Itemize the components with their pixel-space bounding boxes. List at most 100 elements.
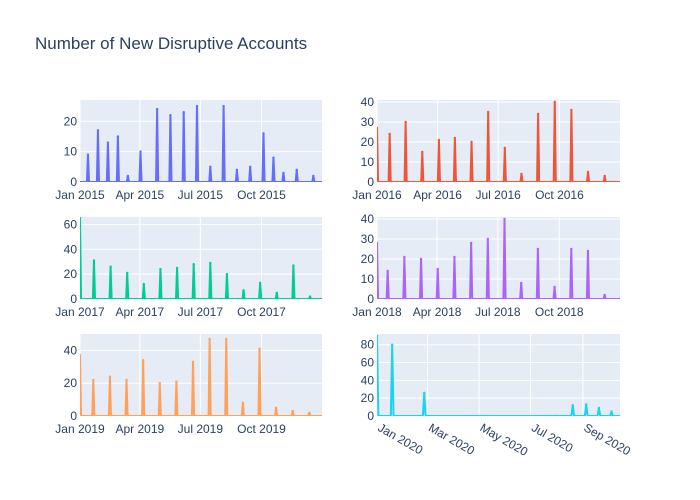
data-point bbox=[209, 165, 212, 169]
data-point bbox=[377, 126, 379, 130]
data-point bbox=[586, 249, 590, 253]
data-point bbox=[503, 217, 506, 221]
data-point bbox=[423, 391, 426, 395]
series-line-2020 bbox=[377, 334, 620, 416]
x-tick-label: Jan 2017 bbox=[55, 305, 105, 319]
y-tick-label: 40 bbox=[361, 212, 375, 226]
x-tick-label: Jul 2015 bbox=[178, 188, 224, 202]
data-point bbox=[312, 174, 315, 178]
data-point bbox=[195, 104, 199, 108]
data-point bbox=[377, 334, 379, 337]
data-point bbox=[469, 241, 473, 245]
data-point bbox=[503, 146, 507, 150]
data-point bbox=[377, 241, 379, 245]
data-point bbox=[248, 165, 252, 169]
data-point bbox=[126, 271, 129, 275]
y-tick-label: 0 bbox=[70, 175, 77, 189]
subplot-2018: Jan 2018 Apr 2018 Jul 2018 Oct 2018 0 10 20 30 4… bbox=[352, 212, 620, 319]
x-tick-label: Apr 2017 bbox=[115, 305, 164, 319]
data-point bbox=[258, 281, 262, 285]
data-point bbox=[597, 406, 601, 410]
x-tick-label: Jul 2020 bbox=[529, 420, 576, 455]
y-tick-label: 80 bbox=[361, 338, 375, 352]
data-point bbox=[603, 293, 606, 297]
y-tick-label: 10 bbox=[64, 145, 78, 159]
x-tick-label: Sep 2020 bbox=[581, 420, 633, 458]
y-tick-label: 10 bbox=[361, 155, 375, 169]
data-point bbox=[225, 337, 228, 341]
data-point bbox=[536, 247, 540, 251]
data-point bbox=[603, 174, 606, 178]
y-tick-label: 20 bbox=[361, 391, 375, 405]
x-tick-label: Oct 2016 bbox=[535, 188, 584, 202]
y-tick-label: 20 bbox=[64, 114, 78, 128]
data-point bbox=[92, 378, 95, 382]
y-tick-label: 0 bbox=[367, 292, 374, 306]
data-point bbox=[142, 282, 146, 286]
plot-area-2015 bbox=[80, 100, 322, 182]
data-point bbox=[295, 168, 298, 172]
x-tick-label: Apr 2018 bbox=[413, 305, 462, 319]
data-point bbox=[80, 217, 82, 220]
data-point bbox=[108, 375, 112, 378]
y-tick-label: 20 bbox=[361, 252, 375, 266]
data-point bbox=[453, 255, 456, 259]
data-point bbox=[116, 135, 120, 138]
data-point bbox=[571, 404, 574, 407]
data-point bbox=[86, 153, 90, 156]
y-tick-label: 20 bbox=[64, 267, 78, 281]
y-tick-label: 30 bbox=[361, 115, 375, 129]
x-tick-label: Apr 2015 bbox=[115, 188, 164, 202]
x-tick-label: Jan 2016 bbox=[352, 188, 402, 202]
data-point bbox=[291, 409, 294, 413]
x-tick-label: Oct 2017 bbox=[237, 305, 286, 319]
data-point bbox=[242, 289, 245, 292]
data-point bbox=[262, 132, 265, 135]
data-point bbox=[586, 170, 590, 174]
data-point bbox=[158, 382, 161, 385]
data-point bbox=[126, 174, 130, 178]
x-tick-label: Apr 2019 bbox=[115, 422, 164, 436]
data-point bbox=[519, 281, 523, 285]
data-point bbox=[610, 410, 613, 413]
y-tick-label: 60 bbox=[361, 356, 375, 370]
data-point bbox=[388, 132, 391, 136]
x-tick-label: Jul 2017 bbox=[178, 305, 224, 319]
data-point bbox=[489, 414, 493, 416]
plot-area-2018 bbox=[377, 217, 620, 299]
data-point bbox=[155, 107, 159, 111]
subplot-2015: Jan 2015 Apr 2015 Jul 2015 Oct 2015 0 10 20 bbox=[55, 100, 322, 202]
data-point bbox=[536, 112, 540, 116]
data-point bbox=[272, 156, 275, 159]
x-tick-label: Oct 2018 bbox=[535, 305, 584, 319]
data-point bbox=[308, 411, 311, 414]
data-point bbox=[222, 104, 225, 108]
data-point bbox=[235, 168, 239, 172]
x-tick-label: Jul 2018 bbox=[475, 305, 521, 319]
data-point bbox=[208, 337, 211, 341]
data-point bbox=[225, 272, 229, 276]
data-point bbox=[241, 401, 245, 405]
x-tick-label: Apr 2016 bbox=[413, 188, 462, 202]
x-tick-label: May 2020 bbox=[478, 420, 531, 459]
data-point bbox=[555, 414, 558, 416]
y-tick-label: 60 bbox=[64, 217, 78, 231]
y-tick-label: 40 bbox=[64, 343, 78, 357]
data-point bbox=[191, 360, 195, 364]
chart-title: Number of New Disruptive Accounts bbox=[35, 34, 308, 53]
data-point bbox=[553, 285, 556, 289]
data-point bbox=[404, 120, 407, 124]
data-point bbox=[570, 108, 573, 112]
data-point bbox=[437, 138, 441, 142]
x-tick-label: Mar 2020 bbox=[426, 420, 477, 458]
y-tick-label: 40 bbox=[64, 242, 78, 256]
data-point bbox=[175, 266, 179, 270]
data-point bbox=[92, 259, 96, 262]
data-point bbox=[182, 110, 185, 114]
data-point bbox=[419, 257, 423, 261]
data-point bbox=[274, 406, 278, 409]
plot-area-2020 bbox=[377, 334, 620, 416]
x-tick-label: Jul 2016 bbox=[475, 188, 521, 202]
data-point bbox=[436, 267, 439, 271]
